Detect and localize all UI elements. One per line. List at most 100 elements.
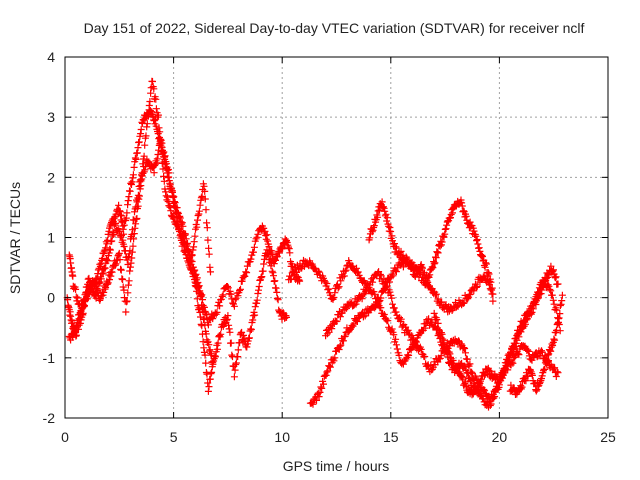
data-point bbox=[385, 222, 393, 230]
data-point bbox=[370, 222, 378, 230]
data-point bbox=[350, 301, 358, 309]
data-point bbox=[129, 242, 137, 250]
data-point bbox=[182, 242, 190, 250]
data-point bbox=[152, 95, 160, 103]
data-point bbox=[556, 310, 564, 318]
data-point bbox=[130, 235, 138, 243]
data-point bbox=[96, 279, 104, 287]
y-tick-label: 3 bbox=[47, 109, 55, 125]
data-point bbox=[449, 357, 457, 364]
data-point bbox=[85, 289, 93, 297]
data-point bbox=[119, 283, 127, 291]
x-axis-label: GPS time / hours bbox=[283, 458, 390, 474]
series-arc-2 bbox=[65, 135, 217, 367]
data-point bbox=[553, 306, 561, 314]
data-point bbox=[164, 193, 171, 201]
data-point bbox=[193, 295, 201, 303]
data-point bbox=[487, 367, 495, 375]
data-point bbox=[255, 286, 262, 294]
data-point bbox=[149, 78, 156, 85]
x-tick-label: 10 bbox=[274, 429, 290, 445]
data-point bbox=[199, 330, 206, 338]
x-tick-label: 25 bbox=[600, 429, 616, 445]
data-point bbox=[392, 308, 400, 316]
data-point bbox=[522, 377, 530, 385]
data-point bbox=[335, 283, 343, 291]
data-point bbox=[337, 341, 345, 349]
data-point bbox=[376, 271, 384, 278]
data-point bbox=[382, 279, 390, 287]
data-point bbox=[353, 318, 361, 325]
data-point bbox=[546, 286, 554, 293]
data-point bbox=[285, 243, 292, 251]
data-point bbox=[502, 362, 510, 369]
x-tick-label: 15 bbox=[383, 429, 399, 445]
data-point bbox=[453, 363, 461, 370]
data-point bbox=[195, 207, 203, 215]
chart-title: Day 151 of 2022, Sidereal Day-to-day VTE… bbox=[84, 20, 585, 36]
data-point bbox=[197, 293, 205, 301]
data-point bbox=[170, 193, 178, 201]
data-point bbox=[318, 384, 326, 392]
data-point bbox=[390, 331, 398, 339]
data-point bbox=[198, 322, 206, 330]
data-point bbox=[124, 289, 132, 297]
data-point bbox=[155, 124, 163, 132]
data-point bbox=[381, 207, 389, 215]
data-point bbox=[558, 297, 566, 305]
data-point bbox=[493, 385, 501, 393]
data-point bbox=[247, 255, 255, 263]
data-point bbox=[215, 332, 223, 340]
data-point bbox=[547, 343, 555, 351]
data-point bbox=[341, 332, 349, 340]
data-point bbox=[132, 215, 140, 223]
data-point bbox=[190, 270, 198, 278]
data-point bbox=[468, 368, 476, 376]
data-point bbox=[528, 371, 536, 379]
data-point bbox=[205, 250, 213, 258]
data-point bbox=[340, 337, 347, 345]
data-point bbox=[488, 394, 496, 402]
data-point bbox=[270, 272, 277, 280]
data-point bbox=[201, 351, 209, 359]
data-point bbox=[136, 192, 143, 200]
data-point bbox=[341, 267, 349, 275]
data-point bbox=[137, 182, 145, 190]
data-point bbox=[243, 262, 251, 270]
data-point bbox=[124, 281, 132, 289]
data-point bbox=[237, 285, 244, 293]
data-point bbox=[85, 291, 93, 299]
data-point bbox=[331, 354, 339, 362]
data-point bbox=[127, 179, 135, 187]
data-point bbox=[273, 294, 281, 302]
data-point bbox=[395, 351, 403, 359]
data-point bbox=[434, 319, 442, 327]
data-point bbox=[158, 159, 166, 167]
data-point bbox=[515, 333, 523, 341]
y-tick-label: 2 bbox=[47, 169, 55, 185]
data-point bbox=[436, 242, 444, 250]
data-point bbox=[106, 245, 114, 253]
x-tick-label: 0 bbox=[61, 429, 69, 445]
data-point bbox=[271, 277, 279, 285]
data-point bbox=[386, 224, 394, 231]
data-point bbox=[196, 289, 204, 297]
data-point bbox=[127, 259, 135, 267]
data-point bbox=[354, 268, 362, 276]
data-point bbox=[196, 201, 204, 209]
data-point bbox=[165, 169, 173, 177]
data-point bbox=[201, 195, 209, 203]
data-point bbox=[466, 290, 474, 298]
data-point bbox=[508, 350, 516, 358]
data-point bbox=[424, 278, 432, 286]
data-point bbox=[314, 267, 322, 275]
data-point bbox=[226, 328, 234, 336]
data-point bbox=[122, 308, 130, 316]
data-point bbox=[429, 264, 437, 272]
data-point bbox=[433, 316, 441, 324]
data-point bbox=[213, 308, 221, 316]
data-point bbox=[162, 192, 170, 200]
data-point bbox=[397, 315, 405, 323]
data-point bbox=[389, 272, 397, 280]
data-point bbox=[100, 247, 108, 255]
